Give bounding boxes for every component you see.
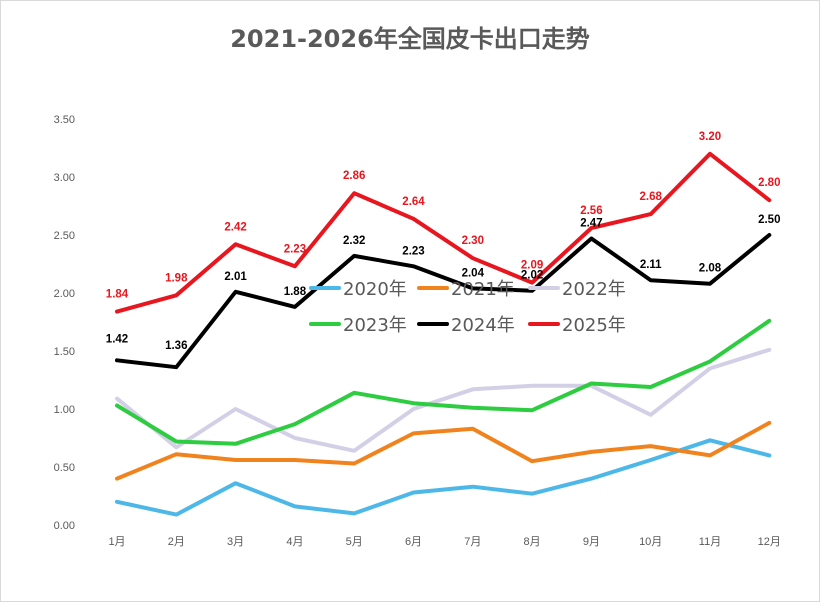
y-tick-label: 0.00 (54, 520, 75, 532)
y-tick-label: 0.50 (54, 462, 75, 474)
y-tick-label: 3.50 (54, 114, 75, 126)
data-label: 2.50 (758, 214, 780, 226)
legend-label: 2020年 (343, 279, 407, 300)
chart-title: 2021-2026年全国皮卡出口走势 (230, 25, 590, 53)
data-label: 2.04 (462, 267, 485, 279)
data-label: 2.42 (224, 221, 246, 233)
y-tick-label: 2.00 (54, 288, 75, 300)
data-label: 2.30 (462, 235, 484, 247)
y-tick-label: 3.00 (54, 172, 75, 184)
x-tick-label: 9月 (583, 536, 600, 548)
data-label: 2.80 (758, 177, 780, 189)
data-label: 2.32 (343, 235, 365, 247)
data-label: 2.11 (640, 259, 662, 271)
series-line-2020年 (115, 438, 772, 517)
data-label: 3.20 (699, 131, 721, 143)
data-label: 2.01 (224, 271, 247, 283)
x-tick-label: 12月 (758, 536, 781, 548)
data-label: 1.88 (284, 286, 307, 298)
legend-label: 2024年 (451, 315, 515, 336)
x-tick-label: 7月 (464, 536, 481, 548)
data-label: 1.98 (165, 272, 188, 284)
y-tick-label: 2.50 (54, 230, 75, 242)
data-label: 1.42 (106, 333, 128, 345)
data-label: 2.64 (402, 196, 425, 208)
series-line-2024年 (115, 233, 772, 370)
series-line-2023年 (115, 318, 772, 446)
data-label: 1.36 (165, 340, 187, 352)
x-tick-label: 2月 (168, 536, 185, 548)
x-tick-label: 11月 (699, 536, 721, 548)
data-label: 2.86 (343, 170, 365, 182)
series-line-2025年 (115, 151, 772, 314)
legend-label: 2021年 (451, 279, 515, 300)
x-tick-label: 8月 (524, 536, 541, 548)
data-label: 2.56 (580, 205, 602, 217)
data-label: 2.09 (521, 260, 543, 272)
series-line-2022年 (115, 347, 772, 453)
legend-label: 2022年 (562, 279, 626, 300)
data-label: 2.08 (699, 263, 722, 275)
x-tick-label: 1月 (108, 536, 125, 548)
x-tick-label: 4月 (286, 536, 303, 548)
y-tick-label: 1.00 (54, 404, 75, 416)
x-tick-label: 6月 (405, 536, 422, 548)
data-label: 2.68 (640, 191, 663, 203)
x-tick-label: 3月 (227, 536, 244, 548)
data-label: 1.84 (106, 289, 129, 301)
data-label: 2.23 (402, 245, 424, 257)
data-label: 2.23 (284, 243, 306, 255)
x-tick-label: 5月 (346, 536, 363, 548)
data-label: 2.02 (521, 270, 543, 282)
legend-label: 2025年 (562, 315, 626, 336)
y-tick-label: 1.50 (54, 346, 75, 358)
series-line-2021年 (115, 420, 772, 481)
legend-label: 2023年 (343, 315, 407, 336)
x-tick-label: 10月 (639, 536, 662, 548)
data-label: 2.47 (580, 217, 602, 229)
